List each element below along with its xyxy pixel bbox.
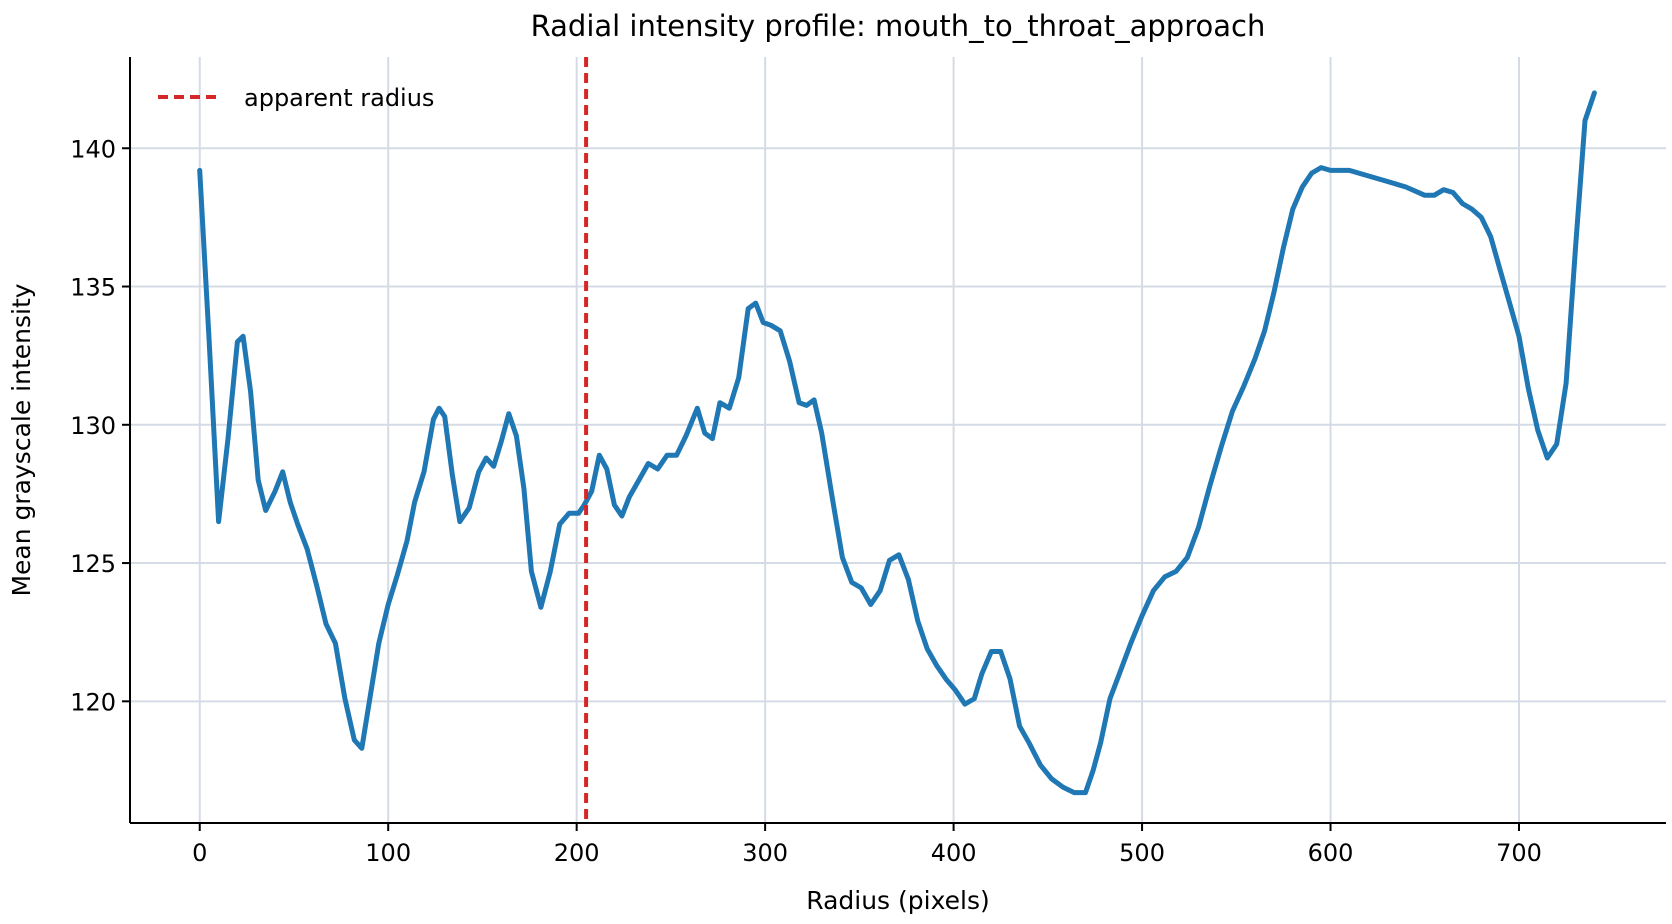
axes [129,57,1666,824]
y-tick-label: 125 [70,550,116,578]
chart-title: Radial intensity profile: mouth_to_throa… [531,9,1266,43]
x-axis-label: Radius (pixels) [806,886,989,915]
x-tick-label: 700 [1496,839,1542,867]
x-tick-label: 500 [1119,839,1165,867]
y-tick-label: 135 [70,274,116,302]
y-axis-label: Mean grayscale intensity [7,283,36,596]
x-tick-label: 0 [192,839,207,867]
y-tick-label: 130 [70,412,116,440]
grid-lines [130,57,1666,823]
x-tick-label: 200 [554,839,600,867]
y-tick-label: 140 [70,135,116,163]
x-tick-label: 100 [365,839,411,867]
series-layer [197,57,1597,823]
intensity-profile-line [197,90,1597,796]
legend: apparent radius [158,84,434,112]
ticks: 0 100 200 300 400 500 600 700 120 125 130 135 140 [70,135,1542,867]
x-tick-label: 300 [742,839,788,867]
y-tick-label: 120 [70,688,116,716]
x-tick-label: 600 [1308,839,1354,867]
x-tick-label: 400 [931,839,977,867]
legend-label-apparent-radius: apparent radius [244,84,434,112]
